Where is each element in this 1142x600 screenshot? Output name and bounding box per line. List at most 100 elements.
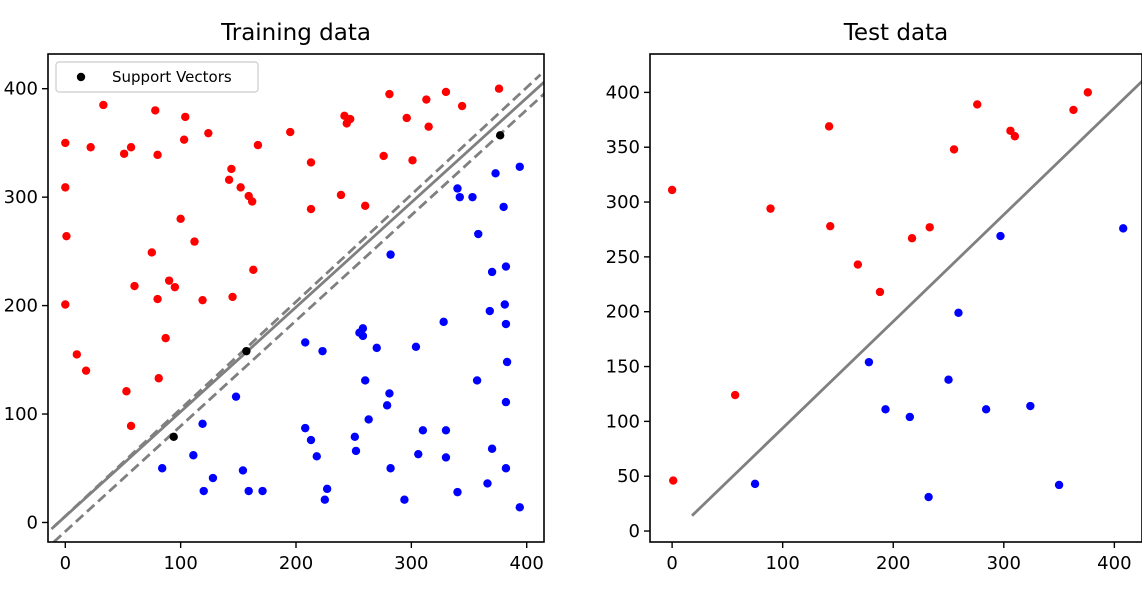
test-point xyxy=(881,405,890,414)
train-point xyxy=(487,267,497,277)
test-ytick-label: 350 xyxy=(606,137,640,158)
test-point xyxy=(864,357,874,367)
train-point xyxy=(400,495,409,504)
test-ytick-label: 200 xyxy=(606,302,640,323)
train-ytick-label: 300 xyxy=(4,187,38,208)
train-point xyxy=(228,292,237,302)
test-axes-frame xyxy=(649,53,1142,543)
test-point xyxy=(1119,224,1128,233)
train-point xyxy=(247,197,257,206)
train-point xyxy=(312,452,321,461)
train-point xyxy=(322,484,332,494)
train-point xyxy=(351,446,361,456)
train-point xyxy=(253,140,263,150)
train-point xyxy=(422,95,431,104)
test-point xyxy=(1083,88,1093,97)
train-point xyxy=(153,150,162,160)
test-point xyxy=(669,476,678,485)
train-point xyxy=(86,143,95,152)
train-point xyxy=(386,464,395,473)
train-point xyxy=(453,184,462,193)
train-point xyxy=(227,164,236,174)
test-point xyxy=(766,204,775,213)
train-point xyxy=(61,183,70,192)
train-xtick-label: 400 xyxy=(510,553,544,574)
train-point xyxy=(457,101,467,111)
train-point xyxy=(179,135,189,144)
train-point xyxy=(286,127,295,137)
train-point xyxy=(385,389,394,398)
train-point xyxy=(320,495,330,504)
train-point xyxy=(441,453,451,462)
train-point xyxy=(169,432,178,442)
test-decision-boundary-line xyxy=(691,79,1142,517)
train-point xyxy=(161,333,170,343)
train-point xyxy=(236,183,245,192)
test-point xyxy=(907,234,917,243)
test-ytick-label: 150 xyxy=(606,357,640,378)
train-point xyxy=(501,262,511,271)
train-point xyxy=(424,122,433,131)
test-point xyxy=(730,390,740,400)
test-xtick-label: 400 xyxy=(1097,553,1131,574)
train-point xyxy=(385,89,394,99)
train-xtick-label: 200 xyxy=(279,553,313,574)
train-point xyxy=(61,300,70,309)
train-point xyxy=(72,350,82,359)
legend-marker xyxy=(76,72,86,82)
train-point xyxy=(468,192,477,202)
train-point xyxy=(474,229,483,239)
legend-label: Support Vectors xyxy=(112,68,232,86)
train-point xyxy=(181,112,190,122)
train-xtick-label: 0 xyxy=(60,553,71,574)
legend-box xyxy=(55,61,259,93)
train-point xyxy=(164,276,174,285)
train-point xyxy=(441,426,451,435)
train-point xyxy=(231,392,241,401)
train-point xyxy=(361,201,370,211)
train-point xyxy=(244,486,253,496)
train-point xyxy=(515,503,524,512)
train-point xyxy=(198,295,207,305)
train-legend: Support Vectors xyxy=(55,61,259,93)
train-point xyxy=(224,175,234,184)
test-ytick-label: 250 xyxy=(606,247,640,268)
train-point xyxy=(306,435,316,445)
train-point xyxy=(346,114,355,124)
train-point xyxy=(439,317,448,327)
train-point xyxy=(455,192,464,202)
train-point xyxy=(204,128,213,138)
train-axes-frame xyxy=(47,53,545,543)
test-xtick-label: 0 xyxy=(666,553,677,574)
train-point xyxy=(364,415,373,424)
test-point xyxy=(981,405,991,414)
train-ytick-label: 0 xyxy=(27,512,38,533)
test-point xyxy=(905,412,915,422)
train-point xyxy=(61,138,70,148)
train-point xyxy=(301,338,310,347)
test-ytick-label: 50 xyxy=(617,466,640,487)
test-ytick-label: 400 xyxy=(606,82,640,103)
train-point xyxy=(119,149,129,158)
train-ytick-label: 400 xyxy=(4,79,38,100)
test-point xyxy=(1010,132,1020,141)
train-point xyxy=(515,162,524,171)
train-point xyxy=(249,265,258,275)
train-point xyxy=(176,214,185,224)
test-point xyxy=(954,308,963,318)
test-ytick-label: 100 xyxy=(606,411,640,432)
test-point xyxy=(925,223,934,232)
train-point xyxy=(499,202,508,212)
train-point xyxy=(487,444,497,453)
train-point xyxy=(372,343,381,353)
train-point xyxy=(238,466,248,475)
test-ytick-label: 0 xyxy=(629,521,640,542)
train-point xyxy=(382,401,392,410)
train-point xyxy=(170,282,180,292)
train-point xyxy=(402,113,411,123)
test-xtick-label: 200 xyxy=(876,553,910,574)
train-point xyxy=(189,451,198,460)
train-xtick-label: 300 xyxy=(394,553,428,574)
train-point xyxy=(130,281,139,291)
